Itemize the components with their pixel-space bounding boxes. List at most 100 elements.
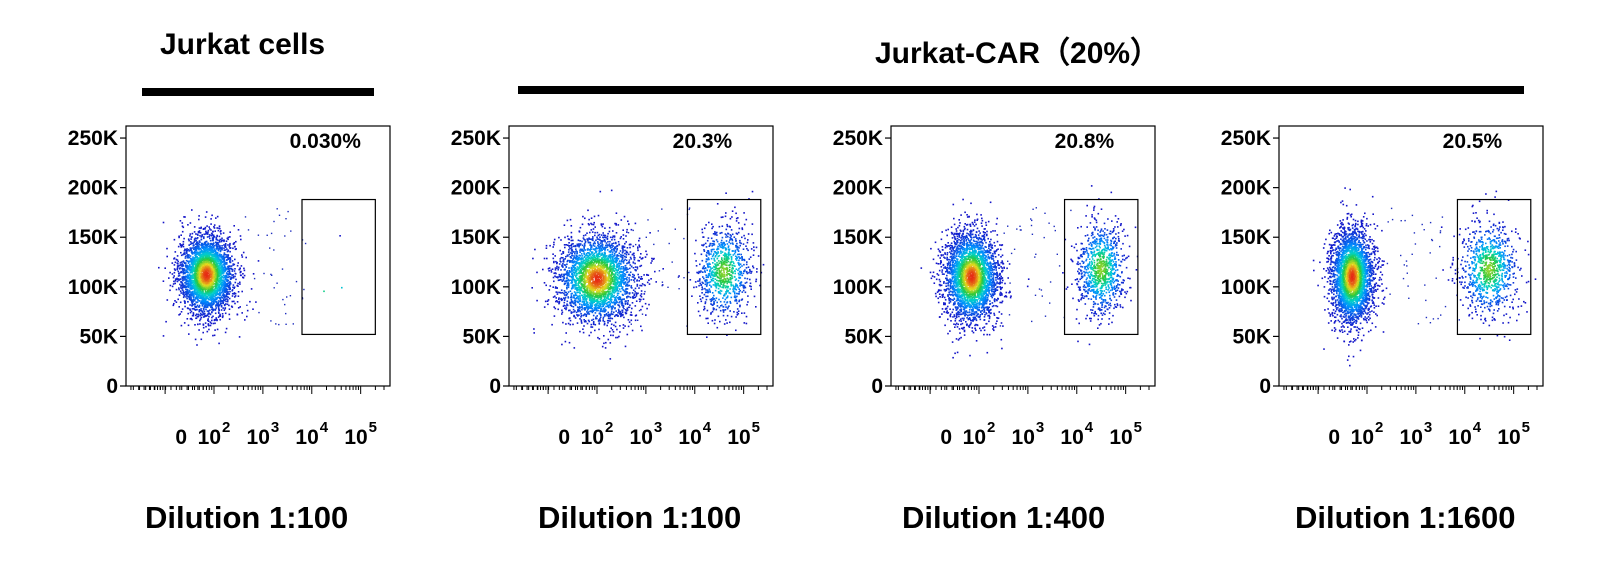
scatter-point xyxy=(237,291,240,293)
scatter-point xyxy=(618,243,620,246)
scatter-point xyxy=(187,255,190,258)
scatter-point xyxy=(232,275,235,278)
scatter-point xyxy=(624,345,627,348)
scatter-point xyxy=(569,218,572,221)
scatter-point xyxy=(209,321,212,323)
scatter-point xyxy=(613,324,615,327)
scatter-point xyxy=(273,220,275,223)
scatter-point xyxy=(208,292,211,294)
scatter-point xyxy=(174,282,176,285)
scatter-point xyxy=(642,298,645,300)
scatter-point xyxy=(215,248,218,250)
scatter-point xyxy=(583,288,586,291)
scatter-point xyxy=(606,238,609,240)
scatter-point xyxy=(205,246,207,249)
scatter-point xyxy=(636,283,639,286)
scatter-point xyxy=(205,266,207,269)
scatter-point xyxy=(285,218,287,220)
scatter-point xyxy=(574,292,577,294)
scatter-point xyxy=(213,226,215,228)
scatter-point xyxy=(570,298,573,301)
scatter-point xyxy=(587,275,589,277)
scatter-point xyxy=(575,250,578,252)
scatter-point xyxy=(226,272,228,274)
scatter-point xyxy=(557,308,559,311)
scatter-point xyxy=(604,315,606,317)
scatter-point xyxy=(589,295,591,297)
scatter-point xyxy=(233,263,236,266)
scatter-point xyxy=(608,301,610,303)
scatter-point xyxy=(565,273,567,275)
scatter-point xyxy=(210,267,212,270)
scatter-point xyxy=(240,238,242,241)
scatter-point xyxy=(234,258,236,261)
scatter-point xyxy=(213,261,216,264)
scatter-point xyxy=(197,313,200,316)
scatter-point xyxy=(558,302,560,305)
scatter-point xyxy=(193,226,196,228)
scatter-point xyxy=(203,287,206,289)
scatter-point xyxy=(215,245,218,247)
scatter-point xyxy=(266,234,268,236)
scatter-point xyxy=(565,293,568,296)
scatter-point xyxy=(186,288,189,291)
scatter-point xyxy=(187,286,190,289)
scatter-point xyxy=(205,271,207,273)
scatter-point xyxy=(622,270,624,273)
scatter-point xyxy=(192,303,194,306)
scatter-point xyxy=(218,279,220,282)
scatter-point xyxy=(213,292,216,295)
scatter-point xyxy=(215,284,218,287)
scatter-point xyxy=(303,288,305,291)
scatter-point xyxy=(224,284,227,286)
scatter-point xyxy=(173,275,175,277)
scatter-point xyxy=(270,232,273,235)
scatter-point xyxy=(569,271,572,273)
scatter-point xyxy=(619,315,622,318)
scatter-point xyxy=(580,253,583,255)
scatter-point xyxy=(187,260,189,263)
scatter-point xyxy=(202,251,205,254)
scatter-point xyxy=(603,246,606,249)
scatter-point xyxy=(583,291,585,293)
scatter-point xyxy=(187,276,189,278)
scatter-point xyxy=(221,300,224,303)
scatter-point xyxy=(582,331,585,334)
scatter-point xyxy=(602,236,605,239)
scatter-point xyxy=(278,323,280,326)
scatter-point xyxy=(218,294,221,296)
scatter-point xyxy=(198,240,201,242)
scatter-point xyxy=(202,316,205,318)
scatter-point xyxy=(230,276,233,279)
scatter-point xyxy=(233,225,235,227)
scatter-point xyxy=(595,257,597,260)
scatter-point xyxy=(182,290,185,293)
scatter-point xyxy=(579,251,581,253)
scatter-point xyxy=(546,300,549,302)
scatter-point xyxy=(573,266,575,269)
scatter-point xyxy=(200,281,203,283)
scatter-point xyxy=(190,271,193,274)
scatter-point xyxy=(194,298,197,300)
scatter-point xyxy=(217,271,219,274)
scatter-point xyxy=(233,246,236,248)
scatter-point xyxy=(199,241,201,243)
scatter-point xyxy=(189,235,191,237)
scatter-point xyxy=(605,313,608,315)
scatter-point xyxy=(193,259,196,262)
scatter-point xyxy=(174,280,177,282)
scatter-point xyxy=(570,244,573,247)
scatter-point xyxy=(604,283,607,285)
scatter-point xyxy=(188,268,191,271)
scatter-point xyxy=(575,275,577,278)
scatter-point xyxy=(200,300,203,302)
scatter-point xyxy=(168,277,170,279)
scatter-point xyxy=(193,307,195,310)
scatter-point xyxy=(188,265,190,268)
scatter-point xyxy=(648,283,651,285)
scatter-point xyxy=(216,227,218,229)
scatter-point xyxy=(599,291,601,294)
scatter-point xyxy=(226,250,229,253)
scatter-point xyxy=(615,232,618,234)
scatter-point xyxy=(209,257,211,260)
